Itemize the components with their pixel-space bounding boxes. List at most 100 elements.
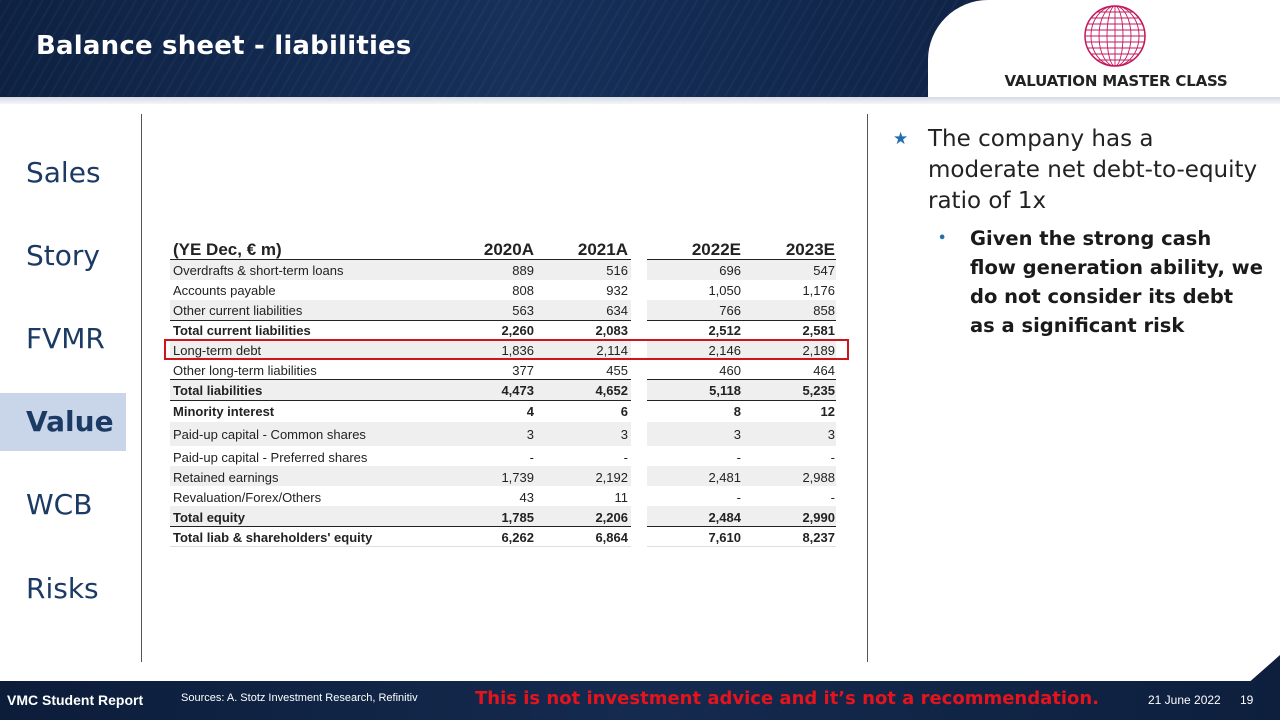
row-label: Total liab & shareholders' equity xyxy=(173,530,373,545)
row-label: Total current liabilities xyxy=(173,323,311,338)
table-cell: 43 xyxy=(519,490,534,505)
row-label: Accounts payable xyxy=(173,283,276,298)
table-cell: 2,988 xyxy=(802,470,835,485)
table-cell: 3 xyxy=(526,427,534,442)
table-cell: 1,050 xyxy=(708,283,741,298)
table-cell: - xyxy=(736,490,741,505)
table-row-total: Total liab & shareholders' equity 6,262 … xyxy=(170,527,836,547)
table-cell: 2,512 xyxy=(708,323,741,338)
table-cell: 455 xyxy=(606,363,628,378)
table-cell: 547 xyxy=(813,263,835,278)
column-header: 2020A xyxy=(483,240,534,259)
table-row: Minority interest 4 6 8 12 xyxy=(170,401,836,422)
table-cell: - xyxy=(830,490,835,505)
table-cell: 5,235 xyxy=(802,383,835,398)
sources-text: Sources: A. Stotz Investment Research, R… xyxy=(181,692,418,704)
brand-name: VALUATION MASTER CLASS xyxy=(1004,72,1228,90)
table-cell: - xyxy=(736,450,741,465)
divider-right xyxy=(867,114,868,662)
table-header-row: (YE Dec, € m) 2020A 2021A 2022E 2023E xyxy=(170,240,836,260)
table-cell: 696 xyxy=(719,263,741,278)
table-cell: 1,785 xyxy=(501,510,534,525)
table-row: Accounts payable 808 932 1,050 1,176 xyxy=(170,280,836,300)
table-cell: 563 xyxy=(512,303,534,318)
table-cell: 2,990 xyxy=(802,510,835,525)
nav-item-value[interactable]: Value xyxy=(0,393,126,451)
table-cell: 6,864 xyxy=(595,530,628,545)
table-cell: 3 xyxy=(733,427,741,442)
divider-left xyxy=(141,114,142,662)
table-row-total: Total equity 1,785 2,206 2,484 2,990 xyxy=(170,506,836,526)
table-row-total: Total current liabilities 2,260 2,083 2,… xyxy=(170,320,836,340)
nav-item-risks[interactable]: Risks xyxy=(26,572,99,605)
table-row: Revaluation/Forex/Others 43 11 - - xyxy=(170,486,836,506)
row-label: Paid-up capital - Preferred shares xyxy=(173,450,368,465)
commentary-panel: ★ The company has a moderate net debt-to… xyxy=(893,124,1263,340)
table-cell: 1,836 xyxy=(501,343,534,358)
commentary-main: ★ The company has a moderate net debt-to… xyxy=(893,124,1263,217)
table-cell: - xyxy=(830,450,835,465)
table-cell: 2,484 xyxy=(708,510,741,525)
table-cell: 4,652 xyxy=(595,383,628,398)
commentary-sub-text: Given the strong cash flow generation ab… xyxy=(970,227,1263,337)
table-cell: 1,176 xyxy=(802,283,835,298)
table-row: Long-term debt 1,836 2,114 2,146 2,189 xyxy=(170,340,836,360)
table-cell: - xyxy=(623,450,628,465)
table-cell: 460 xyxy=(719,363,741,378)
nav-item-story[interactable]: Story xyxy=(26,239,100,272)
table-cell: 858 xyxy=(813,303,835,318)
commentary-sub: • Given the strong cash flow generation … xyxy=(893,224,1263,340)
table-rule xyxy=(170,320,631,321)
table-cell: 2,481 xyxy=(708,470,741,485)
row-label: Total liabilities xyxy=(173,383,263,398)
table-cell: 6,262 xyxy=(501,530,534,545)
header-banner: Balance sheet - liabilities VALUATION MA… xyxy=(0,0,1280,97)
row-label: Other current liabilities xyxy=(173,303,303,318)
table-cell: 2,083 xyxy=(595,323,628,338)
table-cell: 2,189 xyxy=(802,343,835,358)
row-label: Minority interest xyxy=(173,404,275,419)
table-cell: 2,206 xyxy=(595,510,628,525)
footer-bar: VMC Student Report Sources: A. Stotz Inv… xyxy=(0,681,1280,720)
report-date: 21 June 2022 xyxy=(1148,693,1221,707)
page-title: Balance sheet - liabilities xyxy=(36,31,412,61)
row-label: Revaluation/Forex/Others xyxy=(173,490,322,505)
row-label: Other long-term liabilities xyxy=(173,363,317,378)
nav-item-fvmr[interactable]: FVMR xyxy=(26,322,105,355)
disclaimer-text: This is not investment advice and it’s n… xyxy=(475,688,1100,709)
table-row: Paid-up capital - Preferred shares - - -… xyxy=(170,446,836,466)
table-cell: 2,114 xyxy=(596,343,628,358)
table-cell: 4,473 xyxy=(501,383,534,398)
table-rule xyxy=(170,379,631,380)
dot-bullet-icon: • xyxy=(938,231,947,246)
table-cell: 766 xyxy=(719,303,741,318)
table-cell: 5,118 xyxy=(709,383,741,398)
table-unit-label: (YE Dec, € m) xyxy=(173,240,282,259)
nav-item-wcb[interactable]: WCB xyxy=(26,488,93,521)
table-cell: 634 xyxy=(606,303,628,318)
table-cell: - xyxy=(529,450,534,465)
table-cell: 4 xyxy=(526,404,534,419)
table-row: Paid-up capital - Common shares 3 3 3 3 xyxy=(170,422,836,446)
table-cell: 1,739 xyxy=(501,470,534,485)
table-rule xyxy=(647,400,836,401)
table-cell: 7,610 xyxy=(708,530,741,545)
table-rule xyxy=(647,526,836,527)
section-nav: Sales Story FVMR Value WCB Risks xyxy=(0,112,140,662)
row-label: Paid-up capital - Common shares xyxy=(173,427,366,442)
table-row: Retained earnings 1,739 2,192 2,481 2,98… xyxy=(170,466,836,486)
table-rule xyxy=(647,379,836,380)
table-rule xyxy=(170,546,631,547)
column-header: 2021A xyxy=(577,240,628,259)
nav-item-sales[interactable]: Sales xyxy=(26,156,101,189)
footer-corner-decoration xyxy=(1246,655,1280,685)
table-row: Overdrafts & short-term loans 889 516 69… xyxy=(170,260,836,280)
table-cell: 6 xyxy=(620,404,628,419)
table-rule xyxy=(647,259,836,260)
table-row-total: Total liabilities 4,473 4,652 5,118 5,23… xyxy=(170,380,836,400)
table-rule xyxy=(170,259,631,260)
table-cell: 2,146 xyxy=(708,343,741,358)
table-cell: 808 xyxy=(512,283,534,298)
globe-logo-icon xyxy=(1084,5,1146,67)
row-label: Total equity xyxy=(173,510,245,525)
